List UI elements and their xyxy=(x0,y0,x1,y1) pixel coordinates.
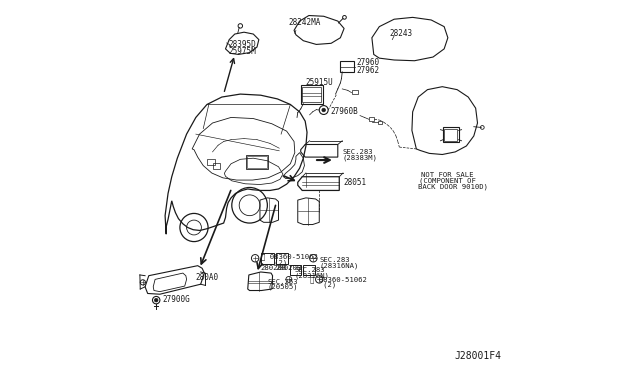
Text: 28395D: 28395D xyxy=(228,40,256,49)
Bar xyxy=(207,158,215,165)
Bar xyxy=(369,118,374,121)
Bar xyxy=(290,264,301,275)
Text: BACK DOOR 9010D): BACK DOOR 9010D) xyxy=(418,183,488,190)
Text: (20505): (20505) xyxy=(268,283,298,290)
Bar xyxy=(444,129,458,141)
Bar xyxy=(301,85,323,104)
Text: 28242MA: 28242MA xyxy=(289,19,321,28)
Circle shape xyxy=(322,108,326,112)
Text: ④ 08360-51062: ④ 08360-51062 xyxy=(310,276,367,283)
Text: 280A0: 280A0 xyxy=(196,273,219,282)
Text: 27962: 27962 xyxy=(356,66,380,75)
Text: 25915U: 25915U xyxy=(306,78,333,87)
Text: (28316N): (28316N) xyxy=(295,272,330,279)
Bar xyxy=(303,264,315,275)
Text: 28020B: 28020B xyxy=(276,265,302,271)
Text: ④ 08360-51062: ④ 08360-51062 xyxy=(260,254,317,260)
Bar xyxy=(302,87,321,102)
Text: J28001F4: J28001F4 xyxy=(454,352,501,362)
Text: (28316NA): (28316NA) xyxy=(319,262,358,269)
Text: NOT FOR SALE: NOT FOR SALE xyxy=(421,172,474,178)
Text: 27960: 27960 xyxy=(356,58,380,67)
Bar xyxy=(276,253,289,264)
Text: 27960B: 27960B xyxy=(330,108,358,116)
Text: SEC.253: SEC.253 xyxy=(268,279,298,285)
Text: 25975M: 25975M xyxy=(228,47,256,56)
Bar xyxy=(351,90,358,94)
Circle shape xyxy=(154,298,158,302)
Bar xyxy=(213,163,220,169)
Text: 28051: 28051 xyxy=(343,178,366,187)
Bar xyxy=(340,61,355,72)
Text: (28383M): (28383M) xyxy=(343,155,378,161)
Text: (2): (2) xyxy=(310,281,336,288)
Text: SEC.283: SEC.283 xyxy=(319,257,350,263)
Bar xyxy=(248,156,267,168)
Text: SEC.283: SEC.283 xyxy=(343,149,374,155)
Text: 28020B: 28020B xyxy=(260,265,287,271)
Text: SEC.283: SEC.283 xyxy=(295,267,325,273)
Bar xyxy=(246,155,268,169)
Text: 28243: 28243 xyxy=(390,29,413,38)
Bar xyxy=(443,128,459,142)
Text: (2): (2) xyxy=(260,259,287,266)
Text: 27900G: 27900G xyxy=(163,295,190,304)
Bar xyxy=(378,121,382,124)
Text: (COMPONENT OF: (COMPONENT OF xyxy=(419,177,476,184)
Bar xyxy=(260,253,274,264)
